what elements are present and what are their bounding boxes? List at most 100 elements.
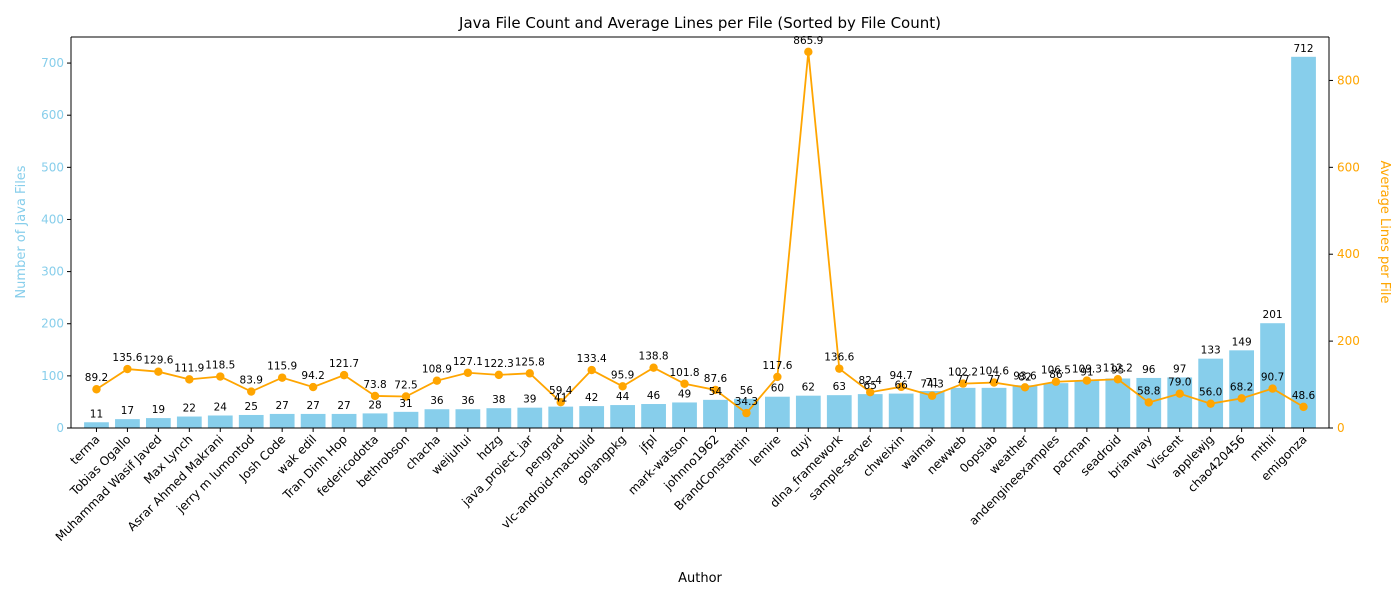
bar <box>1260 323 1285 428</box>
bar-value-label: 82 <box>1018 371 1031 383</box>
line-value-label: 74.3 <box>920 379 943 391</box>
bar-value-label: 133 <box>1201 345 1221 357</box>
bar <box>1012 385 1038 428</box>
line-value-label: 117.6 <box>762 360 792 372</box>
y-right-tick-label: 400 <box>1337 247 1360 261</box>
bar-value-label: 71 <box>925 377 938 389</box>
line-value-label: 56.0 <box>1199 387 1222 399</box>
line-value-label: 72.5 <box>394 380 417 392</box>
bar <box>362 413 388 428</box>
line-value-label: 111.9 <box>174 362 204 374</box>
line-value-label: 89.2 <box>85 372 108 384</box>
line-value-label: 118.5 <box>205 360 235 372</box>
y-left-tick-label: 400 <box>41 212 64 226</box>
y-axis-left-label: Number of Java Files <box>14 165 29 298</box>
line-point <box>835 364 844 373</box>
bar-value-label: 77 <box>987 374 1000 386</box>
line-point <box>185 375 194 384</box>
line-point <box>370 391 380 401</box>
line-point <box>92 385 101 394</box>
line-point <box>649 363 658 372</box>
line-value-label: 73.8 <box>363 379 386 391</box>
bar <box>795 395 821 428</box>
line-value-label: 82.4 <box>859 375 883 387</box>
bar-value-label: 62 <box>802 382 815 394</box>
line-value-label: 121.7 <box>329 358 359 370</box>
bar <box>145 418 171 428</box>
line-point <box>247 387 256 396</box>
bar <box>1167 377 1193 428</box>
line-point <box>154 367 163 376</box>
line-point <box>618 382 627 391</box>
line-value-label: 136.6 <box>824 352 854 364</box>
line-value-label: 129.6 <box>143 355 173 367</box>
bar-value-label: 36 <box>461 395 475 407</box>
bar <box>207 415 233 428</box>
bar-value-label: 31 <box>399 398 412 410</box>
bar-value-label: 56 <box>740 385 754 397</box>
bar-value-label: 201 <box>1263 309 1283 321</box>
bar-value-label: 63 <box>833 381 846 393</box>
line-point <box>1113 375 1123 384</box>
line-point <box>927 391 937 400</box>
line-point <box>896 382 906 392</box>
bar-value-label: 27 <box>306 400 319 412</box>
y-right-tick-label: 0 <box>1337 421 1345 435</box>
y-left-tick-label: 700 <box>41 56 64 70</box>
bar <box>517 407 543 428</box>
bar-value-label: 41 <box>554 393 567 405</box>
bar <box>548 406 574 428</box>
bar <box>950 387 976 428</box>
bar <box>300 413 326 428</box>
labels-layer: 11 17 19 22 24 25 27 27 27 28 31 36 36 38 39 41 42 44 46 49… <box>85 35 1316 420</box>
line-value-label: 135.6 <box>112 352 142 364</box>
line-point <box>1268 384 1277 393</box>
bar-value-label: 11 <box>90 408 103 420</box>
y-left-tick-label: 0 <box>56 421 64 435</box>
bar-value-label: 27 <box>275 400 288 412</box>
line-point <box>1206 399 1215 408</box>
bar <box>238 414 264 428</box>
bar <box>826 395 852 428</box>
bar <box>672 402 697 428</box>
line-value-label: 83.9 <box>240 375 263 387</box>
bar-value-label: 712 <box>1294 43 1314 55</box>
bar-value-label: 96 <box>1142 364 1156 376</box>
line-point <box>711 385 720 395</box>
line-point <box>1144 398 1153 407</box>
line-point <box>123 364 132 374</box>
chart-title: Java File Count and Average Lines per Fi… <box>458 14 941 32</box>
y-left-tick-label: 600 <box>41 108 64 122</box>
bar <box>115 419 140 428</box>
bar-value-label: 77 <box>956 374 969 386</box>
line-point <box>1020 383 1030 392</box>
y-left-tick-label: 500 <box>41 160 64 174</box>
bar <box>1291 56 1316 428</box>
bar-value-label: 38 <box>492 394 505 406</box>
bar <box>857 394 883 428</box>
bar <box>1105 378 1131 428</box>
line-point <box>216 372 225 381</box>
line-point <box>1175 389 1184 398</box>
line-value-label: 138.8 <box>639 351 669 363</box>
bar <box>981 387 1007 428</box>
line-value-label: 94.7 <box>889 370 912 382</box>
y-left-tick-label: 300 <box>41 265 64 279</box>
line-point <box>866 388 875 397</box>
line-value-label: 122.3 <box>484 358 514 370</box>
bar <box>84 422 109 428</box>
line-point <box>308 382 318 392</box>
line-value-label: 102.2 <box>948 367 978 379</box>
line-point <box>401 392 411 401</box>
bar-value-label: 91 <box>1080 367 1093 379</box>
line-value-label: 95.9 <box>611 369 634 381</box>
line-value-label: 79.0 <box>1168 377 1191 389</box>
bar-value-label: 39 <box>523 394 536 406</box>
line-value-label: 865.9 <box>793 35 823 47</box>
line-value-label: 58.8 <box>1137 385 1160 397</box>
bar-value-label: 49 <box>678 388 691 400</box>
line-value-label: 68.2 <box>1230 381 1253 393</box>
line-value-label: 109.3 <box>1072 364 1102 376</box>
